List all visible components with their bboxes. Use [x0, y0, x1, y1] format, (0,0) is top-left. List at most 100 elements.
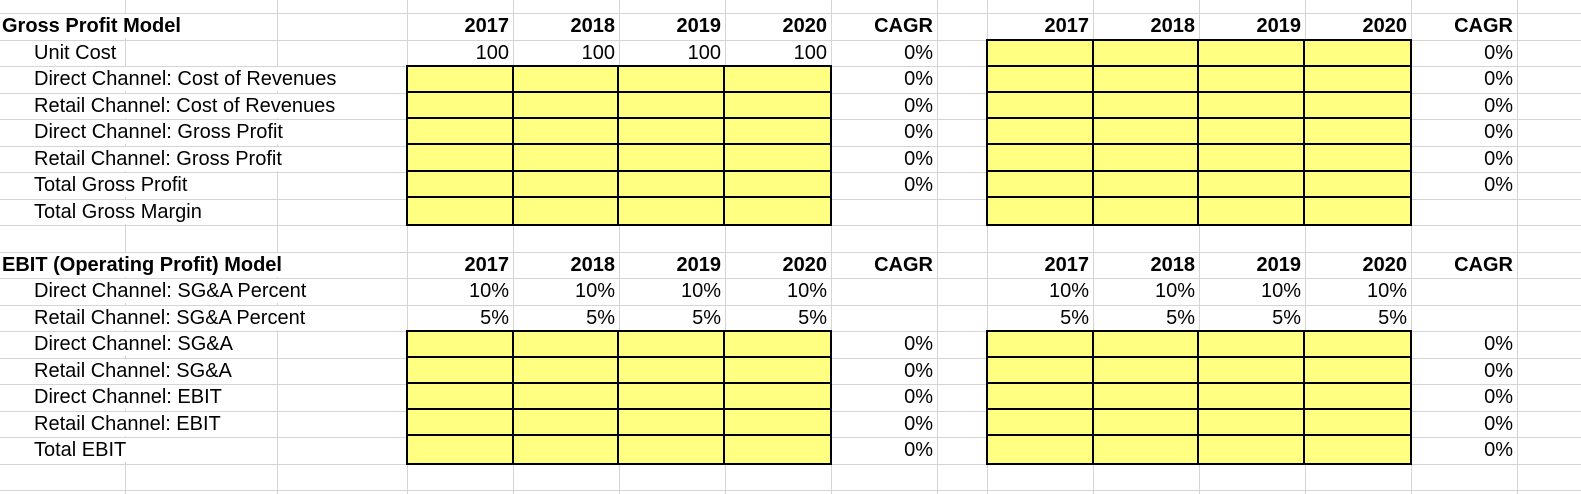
input-cell[interactable]	[1199, 40, 1305, 67]
cagr-value[interactable]: 0%	[1484, 333, 1513, 355]
cagr-value[interactable]: 0%	[904, 333, 933, 355]
cagr-value[interactable]: 0%	[1484, 68, 1513, 90]
input-cell[interactable]	[619, 145, 725, 172]
row-label[interactable]: Total EBIT	[34, 438, 132, 462]
input-cell[interactable]	[988, 384, 1094, 411]
input-cell[interactable]	[513, 145, 619, 172]
cagr-value[interactable]: 0%	[904, 41, 933, 64]
input-cell[interactable]	[408, 197, 514, 224]
input-cell[interactable]	[988, 92, 1094, 120]
cagr-header[interactable]: CAGR	[874, 15, 933, 37]
cell-value[interactable]: 10%	[1154, 280, 1195, 302]
cell-value[interactable]: 5%	[798, 306, 827, 329]
input-cell[interactable]	[619, 384, 725, 411]
input-cell[interactable]	[988, 410, 1094, 437]
cell-value[interactable]: 5%	[1378, 306, 1407, 329]
input-cell[interactable]	[619, 436, 725, 463]
input-cell[interactable]	[1093, 92, 1199, 120]
cagr-value[interactable]: 0%	[904, 439, 933, 461]
input-cell[interactable]	[408, 410, 514, 437]
input-cell[interactable]	[619, 332, 725, 359]
year-header[interactable]: 2017	[1044, 253, 1090, 276]
input-cell[interactable]	[724, 93, 830, 120]
input-cell[interactable]	[988, 436, 1094, 463]
input-cell[interactable]	[1304, 119, 1410, 146]
input-cell[interactable]	[724, 332, 830, 359]
cell-value[interactable]: 100	[793, 41, 827, 64]
cagr-header[interactable]: CAGR	[1454, 253, 1513, 276]
cell-value[interactable]: 10%	[1260, 280, 1301, 302]
input-cell[interactable]	[513, 67, 619, 94]
cell-value[interactable]: 10%	[680, 280, 721, 302]
row-label[interactable]: Direct Channel: Cost of Revenues	[34, 67, 342, 91]
input-cell[interactable]	[619, 358, 725, 385]
input-cell[interactable]	[1199, 358, 1305, 385]
cagr-header[interactable]: CAGR	[1454, 15, 1513, 37]
cagr-value[interactable]: 0%	[1484, 147, 1513, 170]
input-cell[interactable]	[1304, 92, 1410, 120]
cagr-value[interactable]: 0%	[1484, 412, 1513, 435]
input-cell[interactable]	[988, 197, 1094, 224]
input-cell[interactable]	[1199, 410, 1305, 437]
input-cell[interactable]	[724, 436, 830, 463]
cell-value[interactable]: 100	[581, 41, 615, 64]
year-header[interactable]: 2017	[1044, 15, 1090, 37]
row-label[interactable]: Total Gross Margin	[34, 199, 207, 224]
cagr-value[interactable]: 0%	[1484, 439, 1513, 461]
input-cell[interactable]	[1093, 332, 1199, 359]
cell-value[interactable]: 10%	[786, 280, 827, 302]
input-cell[interactable]	[1093, 66, 1199, 93]
input-cell[interactable]	[408, 436, 514, 463]
year-header[interactable]: 2017	[464, 253, 510, 276]
cagr-value[interactable]: 0%	[1484, 41, 1513, 64]
input-cell[interactable]	[724, 384, 830, 411]
input-cell[interactable]	[1093, 40, 1199, 67]
row-label[interactable]: Direct Channel: EBIT	[34, 385, 227, 409]
row-label[interactable]: Retail Channel: SG&A	[34, 358, 237, 383]
input-cell[interactable]	[1304, 410, 1410, 437]
year-header[interactable]: 2018	[570, 253, 616, 276]
year-header[interactable]: 2020	[1362, 15, 1408, 37]
input-cell[interactable]	[1304, 436, 1410, 463]
cell-value[interactable]: 100	[687, 41, 721, 64]
input-cell[interactable]	[1199, 384, 1305, 411]
cell-value[interactable]: 5%	[586, 306, 615, 329]
input-cell[interactable]	[1304, 40, 1410, 67]
cagr-value[interactable]: 0%	[904, 386, 933, 408]
input-cell[interactable]	[619, 410, 725, 437]
input-cell[interactable]	[513, 384, 619, 411]
cell-value[interactable]: 10%	[468, 280, 509, 302]
row-label[interactable]: Retail Channel: Gross Profit	[34, 146, 287, 171]
input-cell[interactable]	[408, 384, 514, 411]
year-header[interactable]: 2018	[570, 15, 616, 37]
year-header[interactable]: 2020	[782, 253, 828, 276]
input-cell[interactable]	[988, 358, 1094, 385]
year-header[interactable]: 2018	[1150, 253, 1196, 276]
year-header[interactable]: 2019	[1256, 253, 1302, 276]
cagr-value[interactable]: 0%	[1484, 121, 1513, 143]
input-cell[interactable]	[1304, 332, 1410, 359]
cagr-value[interactable]: 0%	[1484, 386, 1513, 408]
input-cell[interactable]	[1093, 384, 1199, 411]
input-cell[interactable]	[1304, 197, 1410, 224]
input-cell[interactable]	[1093, 358, 1199, 385]
input-cell[interactable]	[408, 119, 514, 146]
input-cell[interactable]	[408, 145, 514, 172]
cell-value[interactable]: 10%	[1366, 280, 1407, 302]
cell-value[interactable]: 100	[475, 41, 509, 64]
section-title[interactable]: EBIT (Operating Profit) Model	[2, 252, 287, 277]
input-cell[interactable]	[408, 358, 514, 385]
input-cell[interactable]	[619, 119, 725, 146]
cagr-value[interactable]: 0%	[904, 174, 933, 196]
cell-value[interactable]: 5%	[1060, 306, 1089, 329]
input-cell[interactable]	[513, 358, 619, 385]
input-cell[interactable]	[513, 171, 619, 198]
cagr-value[interactable]: 0%	[904, 68, 933, 90]
input-cell[interactable]	[1304, 358, 1410, 385]
year-header[interactable]: 2019	[676, 253, 722, 276]
cagr-header[interactable]: CAGR	[874, 253, 933, 276]
cell-value[interactable]: 5%	[1166, 306, 1195, 329]
cell-value[interactable]: 5%	[692, 306, 721, 329]
input-cell[interactable]	[513, 410, 619, 437]
input-cell[interactable]	[1199, 145, 1305, 172]
